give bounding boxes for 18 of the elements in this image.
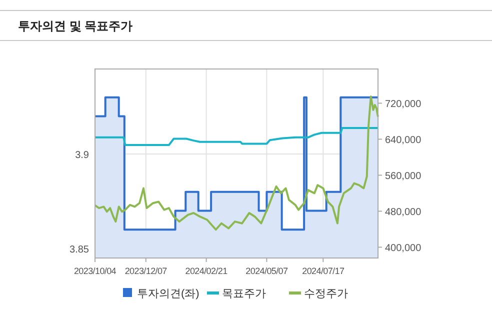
y-tick-label: 3.9 [75, 150, 90, 162]
y2-tick-label: 640,000 [385, 135, 422, 146]
y2-tick-label: 400,000 [385, 243, 422, 254]
legend-label: 투자의견(좌) [137, 288, 200, 300]
chart-title: 투자의견 및 목표주가 [18, 19, 133, 33]
line-series [94, 95, 379, 231]
y2-tick-label: 560,000 [385, 171, 422, 182]
y2-tick-label: 720,000 [385, 99, 422, 110]
x-tick-label: 2023/12/07 [124, 266, 168, 276]
line-series [94, 126, 379, 146]
x-tick-label: 2024/05/07 [246, 266, 288, 276]
legend-label: 수정주가 [304, 288, 348, 300]
x-tick-label: 2024/07/17 [302, 266, 344, 276]
y-tick-label: 3.85 [70, 244, 90, 256]
x-tick-label: 2024/02/21 [185, 266, 228, 276]
y2-tick-label: 480,000 [385, 207, 422, 218]
x-tick-label: 2023/10/04 [74, 266, 116, 276]
legend-label: 목표주가 [222, 288, 266, 300]
